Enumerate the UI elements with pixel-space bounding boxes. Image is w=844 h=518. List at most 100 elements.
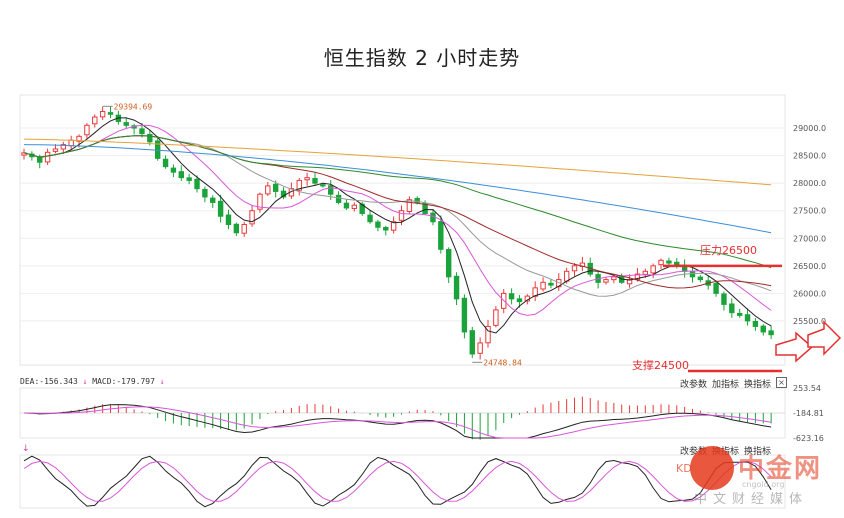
candle-body (390, 221, 397, 231)
candle-body (351, 204, 358, 209)
candle-body (438, 221, 444, 250)
candle-body (563, 270, 570, 282)
kdj-change-params-button[interactable]: 改参数 (680, 447, 708, 457)
candle-body (367, 214, 373, 223)
candle-body (469, 330, 475, 355)
candle-body (508, 293, 515, 300)
candle-body (202, 188, 208, 198)
trend-arrow-icon (807, 320, 842, 356)
down-arrow-icon: ↓ (159, 377, 165, 386)
down-arrow-icon: ↓ (22, 444, 30, 454)
candle-body (744, 314, 751, 322)
k-line (23, 455, 772, 508)
candle-body (84, 124, 90, 136)
candle-body (312, 178, 318, 184)
dea-line (23, 406, 772, 439)
candle-body (453, 275, 460, 300)
resistance-label: 压力26500 (700, 244, 757, 257)
watermark-logo-icon (690, 446, 734, 490)
candle-body (241, 223, 247, 234)
candle-body (485, 325, 491, 344)
candle-body (414, 197, 420, 203)
candle-body (186, 177, 192, 181)
candle-body (210, 197, 216, 203)
candle-body (571, 265, 578, 272)
candle-body (343, 202, 350, 209)
ma60-line (23, 135, 772, 269)
candle-body (603, 279, 609, 283)
price-tick-label: 25500.0 (793, 317, 826, 326)
candle-body (768, 330, 774, 336)
candle-body (68, 139, 74, 147)
macd-switch-indicator-button[interactable]: 换指标 (744, 380, 772, 390)
candle-body (328, 185, 334, 195)
chart-title: 恒生指数 2 小时走势 (323, 46, 521, 70)
candle-body (123, 122, 129, 126)
candle-body (721, 293, 727, 305)
price-tick-label: 26500.0 (793, 262, 826, 271)
candle-body (383, 227, 389, 231)
candle-body (320, 184, 326, 187)
high-annotation: 29394.69 (114, 102, 153, 111)
candle-body (335, 194, 342, 203)
dea-value: DEA:-156.343 (20, 377, 78, 386)
trend-arrow-icon (775, 331, 814, 363)
macd-value: MACD:-179.797 (92, 377, 155, 386)
candle-body (170, 167, 177, 173)
macd-close-icon[interactable]: × (776, 377, 787, 388)
candle-body (194, 178, 200, 190)
candle-body (233, 223, 240, 234)
candle-body (76, 135, 82, 142)
candle-body (658, 259, 664, 266)
ma250-line (23, 138, 772, 186)
candle-body (265, 185, 271, 195)
price-tick-label: 27000.0 (793, 234, 826, 243)
kdj-label: KD (676, 462, 692, 475)
candle-body (445, 249, 452, 278)
candle-body (713, 283, 719, 294)
d-line (23, 460, 772, 502)
candle-body (697, 276, 704, 281)
candle-body (99, 111, 106, 118)
candle-body (422, 202, 428, 214)
kdj-switch-indicator-button-2[interactable]: 换指标 (744, 447, 772, 457)
candle-body (107, 112, 114, 115)
price-tick-label: 28500.0 (793, 152, 826, 161)
candle-body (37, 156, 43, 163)
candle-body (461, 297, 468, 333)
candle-body (92, 116, 98, 125)
candle-body (249, 210, 255, 225)
candle-body (689, 271, 696, 278)
candle-body (666, 260, 672, 264)
candle-body (304, 177, 310, 181)
support-label: 支撑24500 (632, 358, 689, 372)
candle-body (493, 309, 499, 326)
candle-body (760, 325, 766, 333)
candle-body (752, 320, 759, 327)
candle-body (398, 210, 405, 221)
macd-add-indicator-button[interactable]: 加指标 (712, 380, 740, 390)
price-tick-label: 26000.0 (793, 289, 826, 298)
kdj-frame (19, 454, 786, 509)
candle-body (736, 312, 743, 316)
ma10-line (23, 124, 772, 316)
candle-body (225, 214, 232, 225)
candle-body (548, 282, 554, 286)
macd-tick-label: -623.16 (793, 434, 824, 443)
candle-body (477, 342, 483, 354)
candle-body (52, 148, 59, 152)
candle-body (60, 144, 67, 150)
candle-body (272, 183, 279, 192)
price-tick-label: 28000.0 (793, 179, 826, 188)
candle-body (178, 171, 184, 179)
macd-tick-label: -184.81 (793, 409, 824, 418)
candle-body (650, 265, 656, 274)
price-tick-label: 29000.0 (793, 124, 826, 133)
candle-body (147, 133, 153, 143)
candle-body (642, 270, 649, 275)
candle-body (139, 128, 145, 135)
candle-body (611, 276, 617, 281)
candle-body (406, 199, 413, 212)
macd-change-params-button[interactable]: 改参数 (680, 380, 708, 390)
